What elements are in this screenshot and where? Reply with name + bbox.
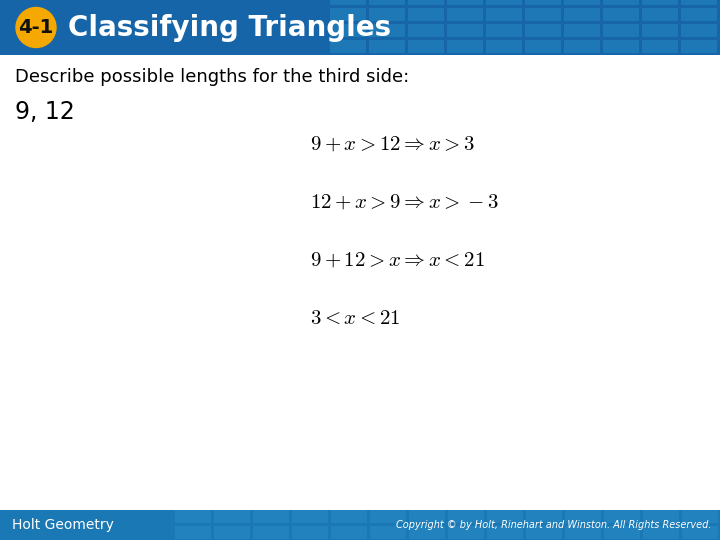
Bar <box>292 510 328 523</box>
Bar <box>369 24 405 37</box>
Bar <box>603 40 639 53</box>
Bar <box>682 526 718 539</box>
Bar <box>525 0 561 5</box>
Bar <box>408 24 444 37</box>
Text: Copyright © by Holt, Rinehart and Winston. All Rights Reserved.: Copyright © by Holt, Rinehart and Winsto… <box>397 520 712 530</box>
Bar <box>642 40 678 53</box>
Bar <box>642 24 678 37</box>
Bar <box>0 510 720 540</box>
Bar <box>564 40 600 53</box>
Text: $9 + 12 > x \Rightarrow x < 21$: $9 + 12 > x \Rightarrow x < 21$ <box>310 251 485 270</box>
Bar <box>642 8 678 21</box>
Bar <box>525 40 561 53</box>
Text: 9, 12: 9, 12 <box>15 100 75 124</box>
Bar <box>603 8 639 21</box>
Bar <box>253 510 289 523</box>
Bar <box>526 510 562 523</box>
Bar <box>564 24 600 37</box>
Bar <box>370 510 406 523</box>
Bar <box>681 0 717 5</box>
Bar <box>487 510 523 523</box>
Bar <box>292 526 328 539</box>
Text: Classifying Triangles: Classifying Triangles <box>68 14 391 42</box>
Bar <box>369 8 405 21</box>
Bar <box>486 40 522 53</box>
Bar <box>565 526 601 539</box>
Bar <box>447 0 483 5</box>
Bar <box>447 8 483 21</box>
Bar <box>330 24 366 37</box>
Bar <box>214 510 250 523</box>
Bar <box>409 510 445 523</box>
Bar <box>486 8 522 21</box>
Bar <box>408 0 444 5</box>
Bar <box>447 24 483 37</box>
Bar <box>603 24 639 37</box>
Bar <box>643 526 679 539</box>
Text: Holt Geometry: Holt Geometry <box>12 518 114 532</box>
Bar <box>682 510 718 523</box>
Bar <box>681 40 717 53</box>
Bar <box>565 510 601 523</box>
Bar <box>447 40 483 53</box>
Text: $12 + x > 9 \Rightarrow x > -3$: $12 + x > 9 \Rightarrow x > -3$ <box>310 193 499 212</box>
Bar <box>253 526 289 539</box>
Bar <box>408 8 444 21</box>
Bar <box>564 0 600 5</box>
Bar <box>681 8 717 21</box>
Bar <box>603 0 639 5</box>
Bar <box>564 8 600 21</box>
Bar <box>525 8 561 21</box>
Bar <box>330 0 366 5</box>
Bar <box>525 24 561 37</box>
Bar <box>370 526 406 539</box>
Text: $3 < x < 21$: $3 < x < 21$ <box>310 309 400 328</box>
Bar <box>604 526 640 539</box>
Bar <box>681 24 717 37</box>
Bar <box>175 510 211 523</box>
Bar <box>487 526 523 539</box>
Bar <box>409 526 445 539</box>
Bar <box>643 510 679 523</box>
Bar <box>448 510 484 523</box>
Bar <box>408 40 444 53</box>
Text: 4-1: 4-1 <box>19 18 53 37</box>
Bar <box>369 40 405 53</box>
Bar <box>486 0 522 5</box>
Bar <box>369 0 405 5</box>
Bar <box>330 8 366 21</box>
Bar <box>604 510 640 523</box>
Bar <box>331 526 367 539</box>
Text: Describe possible lengths for the third side:: Describe possible lengths for the third … <box>15 68 409 86</box>
Bar <box>175 526 211 539</box>
Bar <box>642 0 678 5</box>
Bar <box>330 40 366 53</box>
Bar <box>331 510 367 523</box>
Bar <box>526 526 562 539</box>
Bar <box>448 526 484 539</box>
Text: $9 + x > 12 \Rightarrow x > 3$: $9 + x > 12 \Rightarrow x > 3$ <box>310 135 475 154</box>
Circle shape <box>16 8 56 48</box>
Bar <box>0 0 720 55</box>
Bar <box>486 24 522 37</box>
Bar <box>214 526 250 539</box>
